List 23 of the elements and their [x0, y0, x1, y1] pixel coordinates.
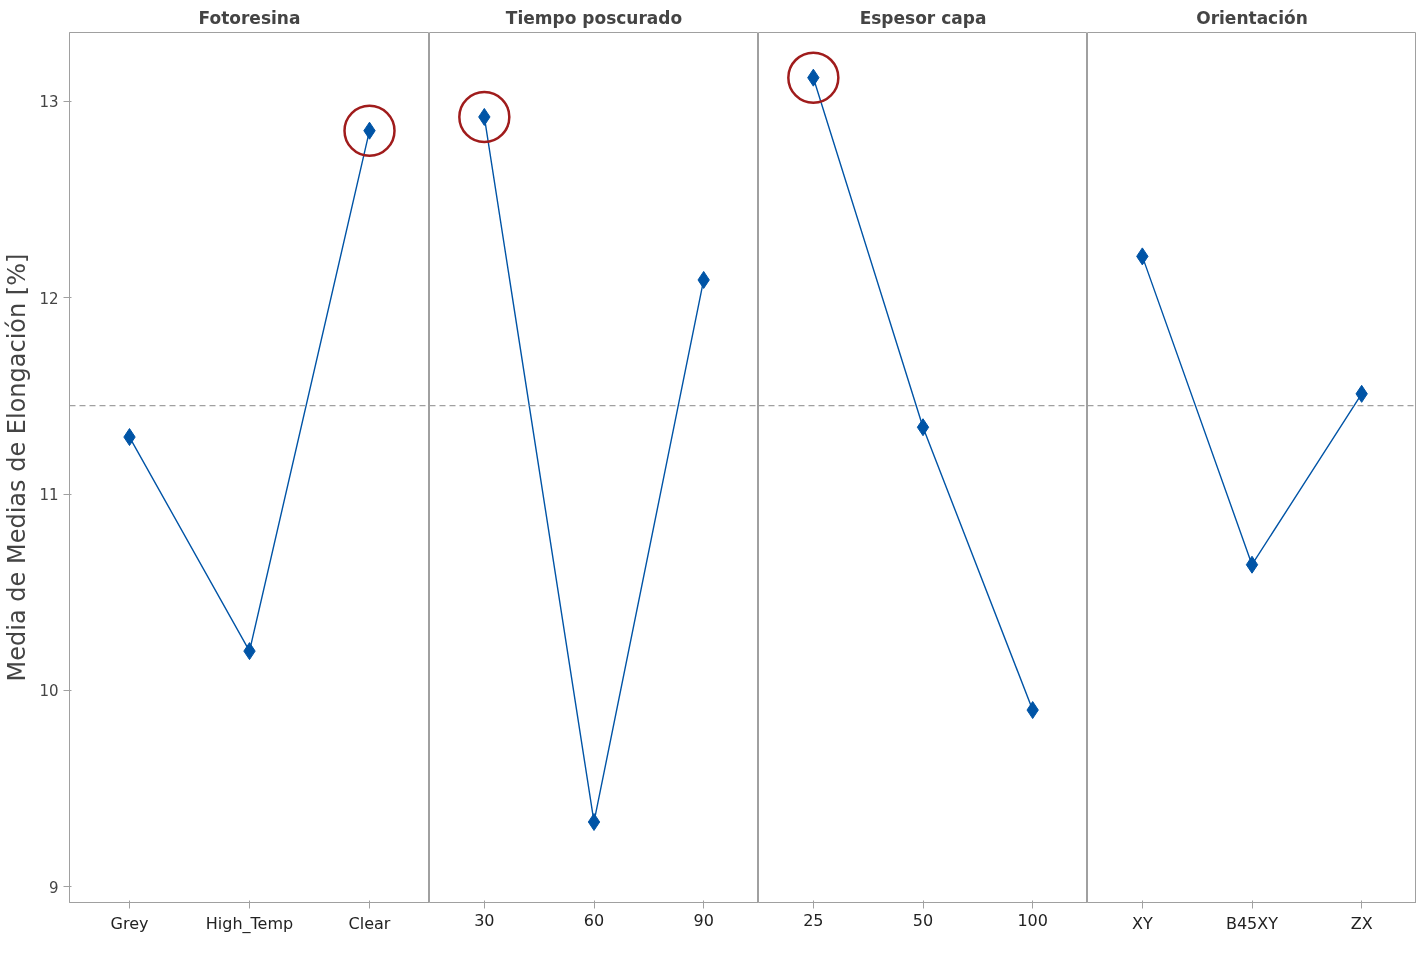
- x-tick-label: 90: [693, 910, 714, 930]
- x-tick-label: XY: [1131, 913, 1153, 933]
- x-tick-label: Clear: [348, 913, 391, 933]
- chart-title: Tiempo poscurado: [505, 7, 683, 28]
- y-tick-label: 11: [39, 486, 59, 505]
- y-tick-label: 9: [48, 878, 59, 897]
- x-tick-label: 30: [474, 910, 495, 930]
- x-tick-label: B45XY: [1225, 913, 1279, 933]
- point: [343, 104, 396, 157]
- chart-title: Fotoresina: [198, 7, 301, 28]
- y-axis-title: Media de Medias de Elongación [%]: [3, 253, 32, 682]
- x-tick-label: ZX: [1350, 913, 1373, 933]
- y-tick-label: 12: [39, 289, 59, 308]
- x-tick-label: 50: [912, 910, 934, 930]
- chart-title: Espesor capa: [859, 7, 987, 28]
- chart-title: Orientación: [1196, 7, 1308, 28]
- x-tick-label: 100: [1017, 910, 1048, 930]
- x-tick-label: 60: [583, 910, 605, 930]
- x-tick-label: High_Temp: [205, 913, 294, 934]
- x-tick-label: Grey: [110, 913, 149, 933]
- y-tick-label: 10: [39, 682, 59, 701]
- x-tick-label: 25: [803, 910, 824, 930]
- y-tick-label: 13: [39, 93, 59, 112]
